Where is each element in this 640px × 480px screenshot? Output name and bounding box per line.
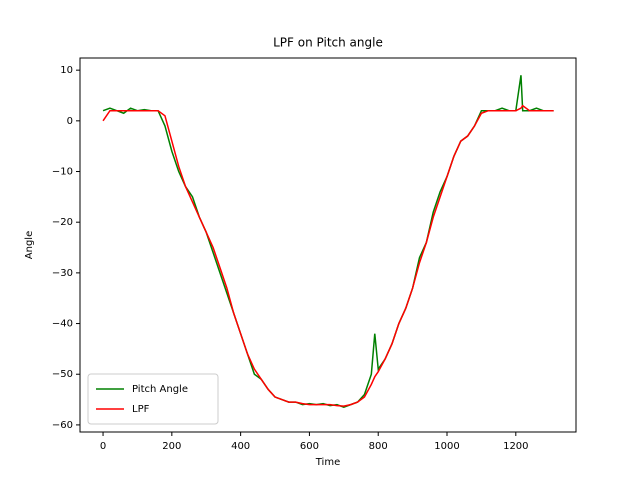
data-line [102,75,554,408]
legend-label: LPF [132,404,150,415]
legend-box [87,373,219,425]
x-tick-label: 800 [369,441,388,452]
plot-frame [79,57,577,433]
data-line [102,104,554,407]
x-tick-label: 1200 [503,441,528,452]
y-axis-label: Angle [24,231,35,259]
y-tick-label: −60 [52,420,73,431]
x-tick-label: 400 [231,441,250,452]
x-axis-label: Time [315,457,340,468]
y-tick-label: −30 [52,268,73,279]
x-tick-label: 0 [100,441,106,452]
x-tick-label: 600 [300,441,319,452]
y-tick-label: 0 [67,116,73,127]
x-tick-label: 200 [162,441,181,452]
legend-label: Pitch Angle [132,384,188,395]
y-tick-label: −10 [52,167,73,178]
x-tick-label: 1000 [434,441,459,452]
chart-title: LPF on Pitch angle [273,36,383,50]
y-tick-label: −50 [52,369,73,380]
y-tick-label: 10 [60,65,73,76]
y-tick-label: −40 [52,319,73,330]
y-tick-label: −20 [52,217,73,228]
